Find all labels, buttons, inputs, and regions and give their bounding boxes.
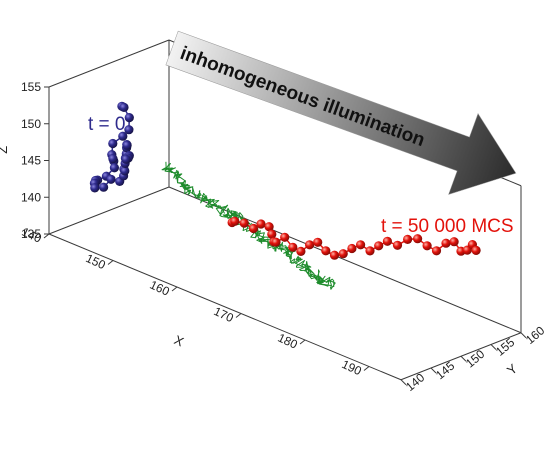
z-axis-title: Z bbox=[0, 146, 10, 154]
y-tick-label: 140 bbox=[403, 370, 428, 394]
start-monomer-point bbox=[120, 166, 130, 176]
start-monomer-point bbox=[106, 174, 116, 184]
y-tick-label: 155 bbox=[493, 335, 518, 359]
y-tick bbox=[400, 379, 407, 386]
edge-top-left bbox=[48, 39, 170, 88]
y-tick-label: 160 bbox=[523, 323, 548, 347]
start-annotation: t = 0 bbox=[88, 114, 126, 135]
x-tick bbox=[171, 286, 178, 292]
end-monomer-point bbox=[313, 237, 323, 247]
arrow-label: inhomogeneous illumination bbox=[177, 43, 427, 151]
x-tick bbox=[235, 313, 242, 318]
start-monomer-point bbox=[124, 125, 134, 135]
trajectory-path bbox=[161, 161, 336, 290]
start-monomer-point bbox=[122, 140, 132, 150]
end-monomer-point bbox=[403, 234, 413, 244]
illumination-arrow: inhomogeneous illumination bbox=[165, 30, 517, 195]
end-monomer-point bbox=[264, 222, 274, 232]
start-monomer-point bbox=[118, 131, 128, 141]
x-tick bbox=[299, 339, 306, 345]
start-monomer-point bbox=[108, 138, 118, 149]
end-monomer-point bbox=[441, 238, 451, 248]
start-monomer-point bbox=[119, 102, 129, 112]
start-monomer-point bbox=[108, 154, 118, 164]
x-tick-label: 190 bbox=[340, 357, 364, 378]
z-tick-label: 135 bbox=[21, 227, 41, 241]
y-tick bbox=[430, 367, 437, 374]
x-tick-label: 180 bbox=[276, 331, 300, 352]
start-monomer-point bbox=[90, 183, 100, 193]
z-tick-label: 155 bbox=[21, 80, 41, 94]
z-tick-label: 150 bbox=[21, 117, 41, 131]
x-tick-label: 150 bbox=[84, 251, 108, 272]
x-tick-label: 160 bbox=[148, 278, 172, 299]
y-tick bbox=[460, 355, 467, 362]
y-tick bbox=[520, 332, 527, 339]
z-tick-label: 140 bbox=[21, 190, 41, 204]
x-tick-label: 170 bbox=[212, 304, 236, 325]
end-monomer-point bbox=[329, 250, 340, 260]
end-monomer-point bbox=[338, 249, 348, 259]
end-monomer-point bbox=[365, 246, 375, 256]
end-monomer-point bbox=[230, 216, 240, 226]
arrow-shape bbox=[165, 30, 517, 195]
end-monomer-point bbox=[248, 223, 259, 234]
end-monomer-point bbox=[305, 240, 315, 250]
edge-x-front bbox=[48, 233, 402, 381]
z-tick-label: 145 bbox=[21, 154, 41, 168]
end-monomer-point bbox=[347, 243, 357, 254]
end-monomer-point bbox=[239, 218, 249, 228]
start-monomer-point bbox=[109, 163, 119, 173]
start-monomer-point bbox=[124, 113, 134, 123]
end-monomer-point bbox=[280, 232, 290, 242]
end-monomer-point bbox=[413, 234, 423, 244]
end-monomer-point bbox=[321, 246, 331, 256]
y-tick-label: 150 bbox=[463, 347, 488, 371]
end-monomer-point bbox=[422, 241, 432, 251]
end-monomer-point bbox=[267, 229, 277, 239]
start-monomer-point bbox=[121, 154, 131, 164]
edge-y-left bbox=[48, 186, 170, 235]
x-tick bbox=[107, 260, 114, 265]
y-axis-title: Y bbox=[504, 361, 521, 378]
end-monomer-point bbox=[374, 241, 384, 251]
end-monomer-point bbox=[431, 246, 442, 256]
end-monomer-point bbox=[356, 240, 366, 250]
end-monomer-point bbox=[382, 236, 392, 246]
end-monomer-point bbox=[256, 219, 266, 229]
end-monomer-point bbox=[392, 240, 403, 250]
end-monomer-point bbox=[449, 237, 459, 247]
start-monomer-point bbox=[99, 182, 109, 192]
y-tick bbox=[490, 344, 497, 350]
y-tick-label: 145 bbox=[433, 358, 458, 382]
end-monomer-point bbox=[296, 246, 306, 256]
x-tick bbox=[363, 366, 370, 371]
end-monomer-point bbox=[288, 242, 298, 252]
end-annotation: t = 50 000 MCS bbox=[381, 216, 514, 237]
x-tick bbox=[43, 233, 50, 239]
x-axis-title: X bbox=[172, 332, 186, 349]
end-monomer-point bbox=[471, 245, 481, 255]
end-monomer-point bbox=[271, 237, 281, 247]
